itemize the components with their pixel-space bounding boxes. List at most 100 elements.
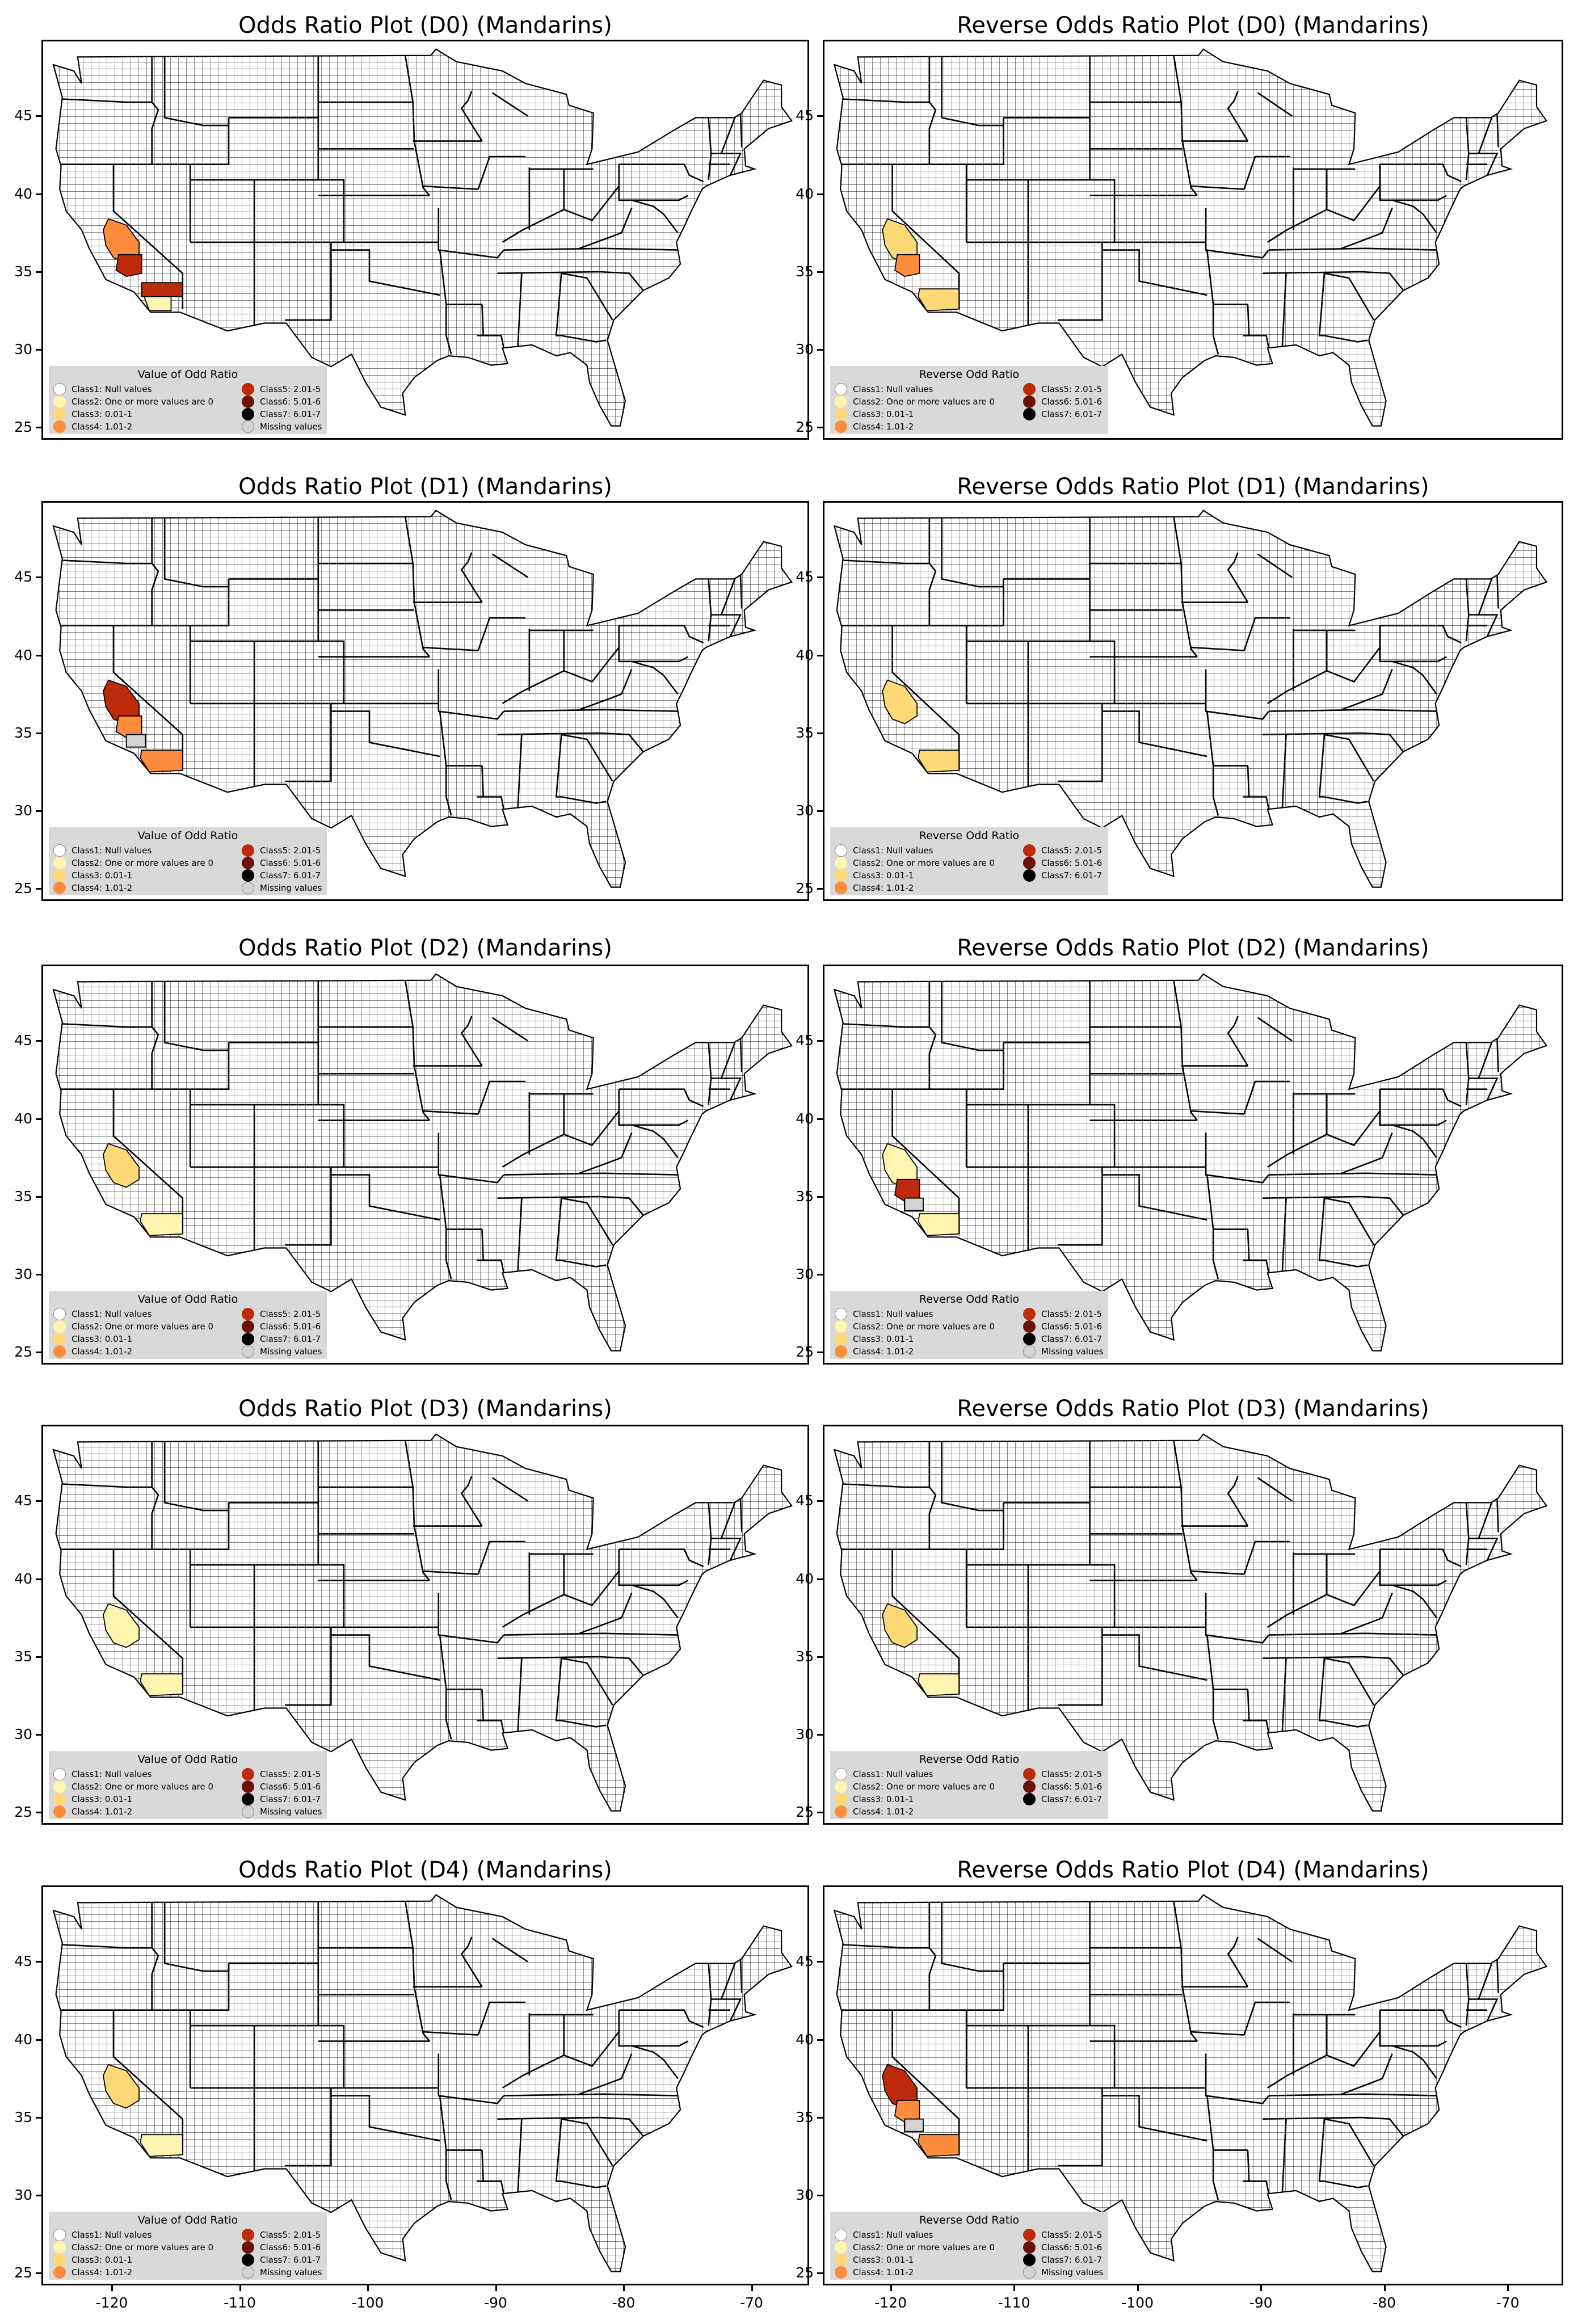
highlighted-counties (882, 2064, 960, 2157)
y-tick-label: 35 (796, 1188, 814, 1205)
legend-item-class7: Class7: 6.01-7 (242, 869, 321, 882)
panel-title: Odds Ratio Plot (D2) (Mandarins) (238, 935, 612, 961)
panel-title: Odds Ratio Plot (D1) (Mandarins) (238, 474, 612, 500)
legend-swatch-class3 (53, 1333, 66, 1345)
y-tick-label: 40 (796, 646, 814, 663)
legend-item-class6: Class6: 5.01-6 (1023, 395, 1102, 408)
legend-label-class5: Class5: 2.01-5 (260, 1769, 321, 1779)
state-boundaries (840, 55, 1499, 355)
county-map (52, 973, 793, 1352)
y-tick-mark (817, 2194, 823, 2196)
legend-label-class5: Class5: 2.01-5 (260, 2230, 321, 2240)
legend-label-class4: Class4: 1.01-2 (71, 1346, 133, 1357)
legend-item-class6: Class6: 5.01-6 (1023, 857, 1102, 869)
legend-item-class7: Class7: 6.01-7 (1023, 408, 1102, 420)
y-tick-mark (817, 2116, 823, 2119)
y-tick-mark (817, 427, 823, 429)
legend-label-class2: Class2: One or more values are 0 (71, 397, 213, 407)
y-tick-mark (817, 732, 823, 734)
county-highlight-class2 (143, 296, 172, 311)
county-map (833, 48, 1548, 427)
x-tick-label: -120 (95, 2294, 128, 2311)
legend-title: Reverse Odd Ratio (919, 1293, 1020, 1306)
us-counties (834, 1434, 1547, 1811)
y-tick-mark (36, 1500, 41, 1502)
y-tick-label: 35 (796, 1648, 814, 1665)
y-tick-mark (36, 115, 41, 117)
x-tick-label: -110 (998, 2294, 1030, 2311)
x-tick-label: -90 (484, 2294, 507, 2311)
y-tick-mark (36, 1656, 41, 1658)
panel-title: Reverse Odds Ratio Plot (D2) (Mandarins) (957, 935, 1429, 961)
legend-label-class4: Class4: 1.01-2 (71, 1807, 133, 1817)
legend-label-class4: Class4: 1.01-2 (853, 2267, 914, 2277)
y-tick-mark (817, 888, 823, 890)
county-highlight-class3 (882, 679, 918, 725)
legend-label-missing: Missing values (260, 1807, 322, 1817)
legend-item-class1: Class1: Null values (835, 844, 933, 857)
map-frame: Value of Odd Ratio Class1: Null values Cla… (41, 1885, 809, 2285)
legend-item-class5: Class5: 2.01-5 (242, 2229, 321, 2241)
legend-swatch-class5 (1023, 383, 1036, 395)
legend-label-class7: Class7: 6.01-7 (1041, 1334, 1103, 1344)
highlighted-counties (103, 218, 183, 311)
x-tick-mark (111, 2285, 113, 2291)
y-tick-label: 30 (796, 1725, 814, 1742)
y-tick-label: 40 (14, 1570, 32, 1587)
legend-label-missing: Missing values (260, 883, 322, 893)
legend-swatch-class7 (242, 408, 254, 420)
legend-swatch-class5 (1023, 1768, 1036, 1780)
legend-item-class7: Class7: 6.01-7 (1023, 1793, 1102, 1805)
legend-label-class6: Class6: 5.01-6 (260, 1321, 321, 1332)
legend-item-class3: Class3: 0.01-1 (835, 2254, 914, 2266)
legend-swatch-class6 (242, 395, 254, 408)
legend-label-class3: Class3: 0.01-1 (71, 2255, 133, 2265)
y-tick-label: 30 (796, 340, 814, 357)
county-highlight-class2 (140, 2134, 183, 2157)
legend-swatch-class4 (835, 882, 847, 894)
legend-item-class2: Class2: One or more values are 0 (53, 1780, 213, 1793)
legend-item-class3: Class3: 0.01-1 (53, 408, 132, 420)
highlighted-counties (882, 1143, 960, 1236)
x-tick-label: -110 (224, 2294, 256, 2311)
county-highlight-class3 (103, 1143, 140, 1188)
x-tick-label: -80 (1373, 2294, 1396, 2311)
state-boundaries (60, 980, 743, 1279)
y-tick-label: 25 (796, 1344, 814, 1361)
legend-label-class1: Class1: Null values (853, 1769, 933, 1779)
legend-item-class1: Class1: Null values (53, 383, 152, 395)
legend-label-class7: Class7: 6.01-7 (1041, 870, 1103, 881)
legend-label-missing: Missing values (260, 422, 322, 432)
legend-label-class6: Class6: 5.01-6 (1041, 1782, 1103, 1792)
state-boundaries (60, 516, 743, 816)
legend-label-class3: Class3: 0.01-1 (853, 1794, 914, 1804)
y-tick-label: 30 (14, 1265, 32, 1282)
y-tick-label: 25 (14, 1804, 32, 1821)
county-highlight-missing (904, 2118, 924, 2132)
legend-label-class2: Class2: One or more values are 0 (71, 1782, 213, 1792)
y-tick-mark (36, 348, 41, 351)
y-tick-mark (817, 1500, 823, 1502)
county-map (833, 1433, 1548, 1812)
us-counties (834, 510, 1547, 887)
map-frame: Reverse Odd Ratio Class1: Null values Clas… (823, 1425, 1563, 1825)
legend-swatch-class7 (1023, 869, 1036, 882)
legend-swatch-class7 (242, 1793, 254, 1805)
legend-label-class6: Class6: 5.01-6 (1041, 858, 1103, 868)
state-boundaries (840, 516, 1499, 816)
us-counties (834, 49, 1547, 426)
y-tick-mark (36, 2116, 41, 2119)
legend-label-class5: Class5: 2.01-5 (260, 845, 321, 856)
x-tick-mark (1013, 2285, 1016, 2291)
y-tick-label: 30 (14, 1725, 32, 1742)
y-tick-label: 30 (796, 802, 814, 819)
legend-swatch-missing (242, 882, 254, 894)
y-tick-label: 45 (796, 1492, 814, 1509)
y-tick-label: 30 (796, 2186, 814, 2203)
y-tick-mark (36, 2194, 41, 2196)
highlighted-counties (103, 1143, 183, 1236)
county-highlight-class3 (918, 288, 960, 311)
y-tick-label: 40 (14, 1110, 32, 1127)
map-frame: Reverse Odd Ratio Class1: Null values Clas… (823, 1885, 1563, 2285)
y-tick-mark (36, 271, 41, 273)
